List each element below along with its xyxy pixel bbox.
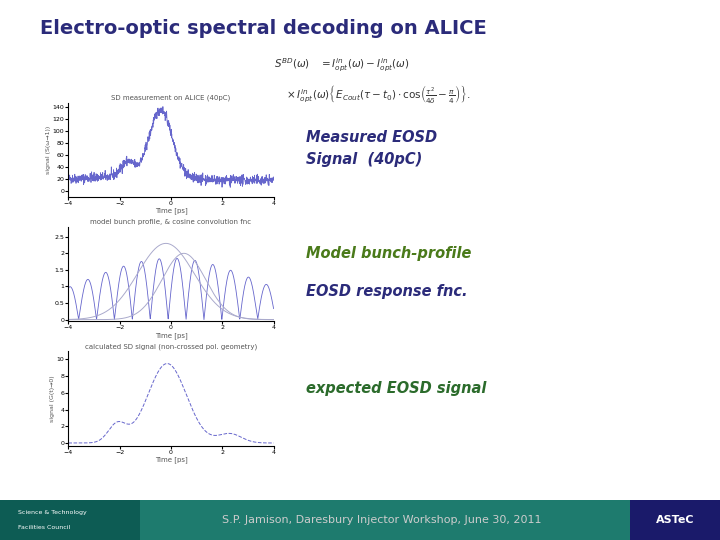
X-axis label: Time [ps]: Time [ps] bbox=[155, 332, 187, 339]
Text: EOSD response fnc.: EOSD response fnc. bbox=[306, 284, 467, 299]
X-axis label: Time [ps]: Time [ps] bbox=[155, 208, 187, 214]
Bar bbox=[140, 500, 630, 540]
Text: Signal  (40pC): Signal (40pC) bbox=[306, 152, 422, 167]
Text: $\quad\times I^{in}_{opt}(\omega)\left\{E_{Cout}(\tau-t_0)\cdot\cos\!\left(\frac: $\quad\times I^{in}_{opt}(\omega)\left\{… bbox=[274, 84, 470, 105]
Text: Facilities Council: Facilities Council bbox=[18, 524, 71, 530]
Text: Model bunch-profile: Model bunch-profile bbox=[306, 246, 472, 261]
X-axis label: Time [ps]: Time [ps] bbox=[155, 456, 187, 463]
Text: S.P. Jamison, Daresbury Injector Workshop, June 30, 2011: S.P. Jamison, Daresbury Injector Worksho… bbox=[222, 515, 541, 525]
Title: SD measurement on ALICE (40pC): SD measurement on ALICE (40pC) bbox=[112, 95, 230, 102]
Bar bbox=[630, 500, 720, 540]
Text: ASTeC: ASTeC bbox=[656, 515, 695, 525]
Text: Measured EOSD: Measured EOSD bbox=[306, 130, 437, 145]
Text: $S^{BD}(\omega)\quad = I^{in}_{opt}(\omega) - I^{in}_{opt}(\omega)$: $S^{BD}(\omega)\quad = I^{in}_{opt}(\ome… bbox=[274, 57, 410, 74]
Text: Electro-optic spectral decoding on ALICE: Electro-optic spectral decoding on ALICE bbox=[40, 19, 486, 38]
Y-axis label: signal (G(t)→0): signal (G(t)→0) bbox=[50, 375, 55, 422]
Bar bbox=[630, 500, 720, 540]
Title: model bunch profile, & cosine convolution fnc: model bunch profile, & cosine convolutio… bbox=[91, 219, 251, 225]
Text: Science & Technology: Science & Technology bbox=[18, 510, 86, 515]
Bar bbox=[0, 500, 140, 540]
Title: calculated SD signal (non-crossed pol. geometry): calculated SD signal (non-crossed pol. g… bbox=[85, 343, 257, 350]
Y-axis label: signal (S(ω→1)): signal (S(ω→1)) bbox=[46, 126, 51, 174]
Text: expected EOSD signal: expected EOSD signal bbox=[306, 381, 487, 396]
